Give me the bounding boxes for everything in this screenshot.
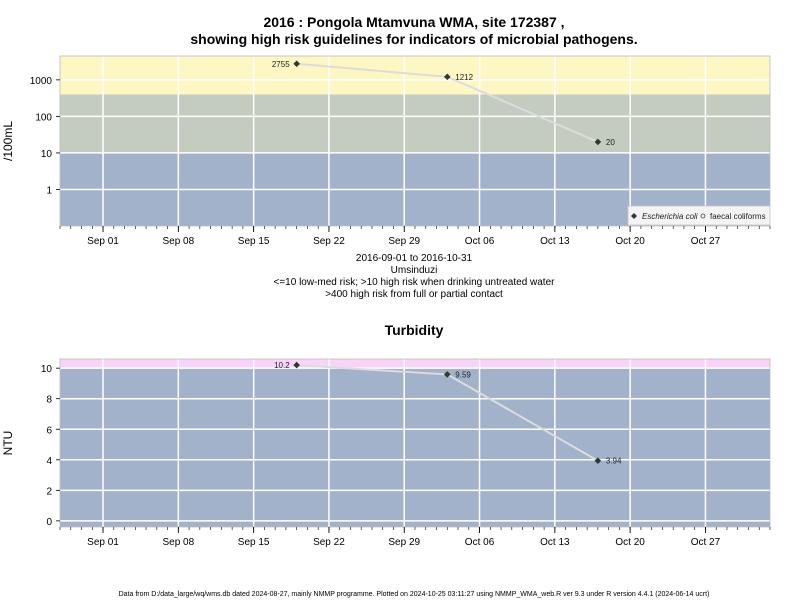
caption-line-1: 2016-09-01 to 2016-10-31: [356, 253, 473, 264]
ecoli-xtick-label-7: Oct 20: [615, 236, 645, 247]
turbidity-xtick-label-0: Sep 01: [87, 537, 119, 548]
ecoli-legend-marker-1: [700, 213, 706, 219]
ecoli-xtick-label-3: Sep 22: [313, 236, 345, 247]
footer-note: Data from D:/data_large/wq/wms.db dated …: [119, 591, 710, 598]
ecoli-data-point-2: [594, 138, 602, 146]
ecoli-data-label-2: 20: [606, 138, 615, 147]
turbidity-title: Turbidity: [385, 322, 444, 338]
ecoli-legend-entry-0: Escherichia coli: [642, 212, 698, 221]
ecoli-xtick-label-6: Oct 13: [540, 236, 570, 247]
turbidity-ytick-label-2: 4: [46, 456, 52, 467]
ecoli-band-2: [60, 56, 770, 95]
turbidity-ytick-label-0: 0: [46, 517, 52, 528]
ecoli-data-point-0: [293, 60, 300, 68]
turbidity-data-label-2: 3.94: [606, 457, 622, 466]
ecoli-data-label-1: 1212: [455, 73, 473, 82]
ecoli-xtick-label-5: Oct 06: [465, 236, 495, 247]
turbidity-ylabel: NTU: [1, 431, 15, 456]
ecoli-legend-box: [627, 205, 771, 226]
turbidity-band-1: [60, 359, 770, 369]
chart-title-line1: 2016 : Pongola Mtamvuna WMA, site 172387…: [263, 14, 564, 30]
turbidity-ytick-label-3: 6: [46, 425, 52, 436]
turbidity-data-label-0: 10.2: [274, 361, 290, 370]
turbidity-ytick-label-1: 2: [46, 486, 52, 497]
ecoli-legend-marker-0: [631, 213, 637, 219]
turbidity-band-0: [60, 368, 770, 527]
ecoli-xtick-label-0: Sep 01: [87, 236, 119, 247]
ecoli-ytick-label-3: 1000: [30, 76, 53, 87]
ecoli-ytick-label-0: 1: [46, 185, 52, 196]
ecoli-band-1: [60, 94, 770, 153]
turbidity-xtick-label-6: Oct 13: [540, 537, 570, 548]
turbidity-panel: 0 2 4 6 8 10 NTU Sep 01 Sep 08 Sep 15 Sep 22 Sep 29…: [1, 358, 771, 548]
turbidity-ytick-label-4: 8: [46, 395, 52, 406]
turbidity-data-point-2: [594, 457, 602, 465]
ecoli-panel: 1 10 100 1000/100mL Sep 01 Sep 08 Sep 15 Sep 22…: [1, 55, 771, 247]
turbidity-ytick-label-5: 10: [41, 364, 53, 375]
ecoli-data-point-1: [443, 73, 451, 81]
turbidity-xtick-label-7: Oct 20: [615, 537, 645, 548]
caption-line-2: Umsinduzi: [391, 265, 438, 276]
ecoli-data-label-0: 2755: [272, 60, 290, 69]
caption-line-3: <=10 low-med risk; >10 high risk when dr…: [274, 277, 556, 288]
ecoli-ylabel: /100mL: [1, 121, 15, 161]
turbidity-data-label-1: 9.59: [455, 370, 471, 379]
turbidity-xtick-label-8: Oct 27: [691, 537, 721, 548]
turbidity-xtick-label-1: Sep 08: [162, 537, 194, 548]
turbidity-data-point-1: [443, 371, 451, 378]
ecoli-xtick-label-4: Sep 29: [388, 236, 420, 247]
ecoli-ytick-label-1: 10: [41, 149, 53, 160]
ecoli-legend-entry-1: faecal coliforms: [710, 212, 766, 221]
turbidity-data-point-0: [293, 361, 300, 369]
turbidity-xtick-label-4: Sep 29: [388, 537, 420, 548]
chart-title-line2: showing high risk guidelines for indicat…: [190, 31, 637, 47]
turbidity-xtick-label-5: Oct 06: [465, 537, 495, 548]
ecoli-xtick-label-8: Oct 27: [691, 236, 721, 247]
turbidity-xtick-label-3: Sep 22: [313, 537, 345, 548]
ecoli-xtick-label-1: Sep 08: [162, 236, 194, 247]
turbidity-xtick-label-2: Sep 15: [238, 537, 270, 548]
ecoli-ytick-label-2: 100: [35, 112, 52, 123]
caption-line-4: >400 high risk from full or partial cont…: [325, 289, 503, 300]
ecoli-xtick-label-2: Sep 15: [238, 236, 270, 247]
